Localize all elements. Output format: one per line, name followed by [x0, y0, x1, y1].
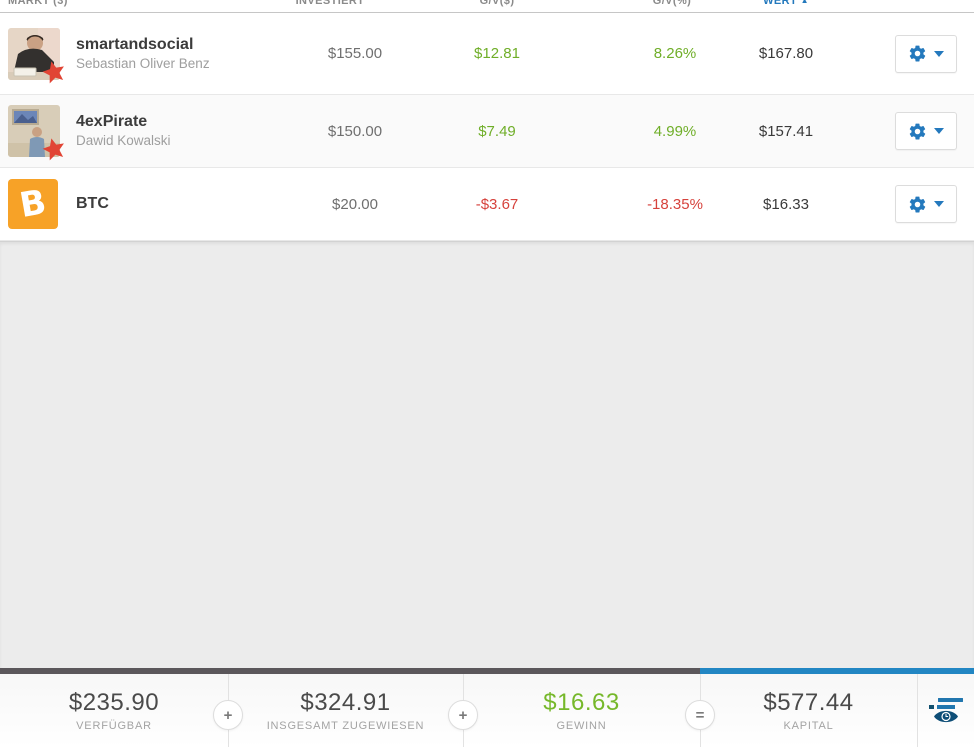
gear-icon: [909, 45, 926, 62]
popular-investor-star-icon: [42, 60, 64, 83]
gain-pct: 8.26%: [653, 45, 697, 62]
column-header-market[interactable]: MARKT (3): [8, 0, 68, 7]
trader-full-name: Sebastian Oliver Benz: [76, 55, 210, 71]
table-header: MARKT (3) INVESTIERT G/V($) G/V(%) WERT …: [0, 0, 974, 13]
instrument-identity: 4exPirate Dawid Kowalski: [8, 95, 171, 167]
row-settings-button[interactable]: [895, 185, 957, 223]
instrument-names: 4exPirate Dawid Kowalski: [76, 112, 171, 150]
gear-icon: [909, 196, 926, 212]
instrument-identity: B BTC: [8, 168, 109, 240]
allocated-value: $324.91: [300, 689, 391, 716]
footer-divider: [917, 674, 918, 747]
column-header-value-label: WERT: [763, 0, 798, 7]
instrument-names: BTC: [76, 194, 109, 214]
allocated-label: INSGESAMT ZUGEWIESEN: [266, 720, 425, 732]
row-settings-button[interactable]: [895, 34, 957, 73]
gain-pct: 4.99%: [653, 122, 697, 140]
gain-usd: $7.49: [478, 122, 516, 140]
plus-operator-badge: +: [213, 700, 243, 730]
loss-usd: -$3.67: [475, 195, 519, 213]
avatar[interactable]: [8, 105, 64, 161]
loss-pct: -18.35%: [647, 195, 703, 213]
footer-bar-dark-segment: [0, 668, 700, 674]
current-value: $167.80: [758, 45, 814, 62]
allocated-section: $324.91 INSGESAMT ZUGEWIESEN: [228, 674, 463, 747]
row-settings-button[interactable]: [895, 112, 957, 150]
portfolio-row-smartandsocial[interactable]: smartandsocial Sebastian Oliver Benz $15…: [0, 13, 974, 95]
chevron-down-icon: [934, 128, 944, 134]
plus-operator-badge: +: [448, 700, 478, 730]
portfolio-row-btc[interactable]: B BTC $20.00 -$3.67 -18.35% $16.33: [0, 168, 974, 241]
invested-amount: $20.00: [332, 195, 378, 213]
history-eye-icon: [928, 697, 963, 722]
available-value: $235.90: [68, 689, 160, 716]
portfolio-row-4expirate[interactable]: 4exPirate Dawid Kowalski $150.00 $7.49 4…: [0, 95, 974, 168]
instrument-names: smartandsocial Sebastian Oliver Benz: [76, 35, 210, 73]
column-header-gv-usd[interactable]: G/V($): [479, 0, 515, 7]
instrument-name[interactable]: smartandsocial: [76, 35, 194, 53]
avatar[interactable]: [8, 27, 64, 83]
column-header-invested[interactable]: INVESTIERT: [295, 0, 365, 7]
equals-operator-badge: =: [685, 700, 715, 730]
avatar[interactable]: B: [8, 178, 60, 230]
empty-list-area: [0, 241, 974, 668]
instrument-identity: smartandsocial Sebastian Oliver Benz: [8, 13, 210, 94]
equity-label: KAPITAL: [783, 720, 834, 732]
account-summary-footer: $235.90 VERFÜGBAR $324.91 INSGESAMT ZUGE…: [0, 674, 974, 747]
equity-value: $577.44: [763, 689, 854, 716]
portfolio-history-button[interactable]: [917, 674, 974, 747]
current-value: $157.41: [758, 122, 814, 140]
available-label: VERFÜGBAR: [76, 720, 152, 732]
sort-asc-icon: ▲: [800, 0, 809, 5]
profit-label: GEWINN: [556, 720, 607, 732]
column-header-value[interactable]: WERT ▲: [716, 0, 856, 7]
bitcoin-icon: B: [8, 179, 58, 229]
trader-full-name: Dawid Kowalski: [76, 133, 171, 149]
equity-section: $577.44 KAPITAL: [700, 674, 917, 747]
gear-icon: [909, 123, 926, 139]
profit-value: $16.63: [543, 689, 620, 716]
column-header-gv-pct[interactable]: G/V(%): [652, 0, 692, 7]
invested-amount: $155.00: [327, 45, 383, 62]
current-value: $16.33: [763, 195, 809, 213]
instrument-name[interactable]: BTC: [76, 195, 109, 212]
footer-accent-bar: [0, 668, 974, 674]
profit-section: $16.63 GEWINN: [463, 674, 700, 747]
chevron-down-icon: [934, 50, 944, 57]
chevron-down-icon: [934, 201, 944, 207]
invested-amount: $150.00: [327, 122, 383, 140]
bitcoin-b-glyph: B: [16, 182, 50, 226]
available-section: $235.90 VERFÜGBAR: [0, 674, 228, 747]
footer-bar-blue-segment: [700, 668, 974, 674]
popular-investor-star-icon: [42, 138, 64, 161]
gain-usd: $12.81: [474, 45, 520, 62]
instrument-name[interactable]: 4exPirate: [76, 113, 148, 131]
